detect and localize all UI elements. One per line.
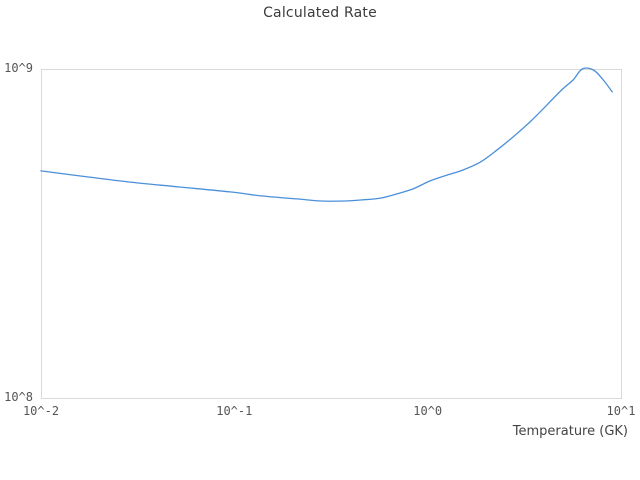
x-tick-label: 10^-2 (22, 404, 60, 418)
x-tick-label: 10^1 (606, 404, 636, 418)
y-tick-label: 10^9 (4, 61, 33, 75)
x-tick-label: 10^0 (413, 404, 443, 418)
chart-title: Calculated Rate (263, 5, 377, 21)
x-axis-title: Temperature (GK) (512, 424, 628, 439)
y-tick-label: 10^8 (4, 390, 33, 404)
plot-frame (41, 69, 622, 399)
x-tick-label: 10^-1 (216, 404, 253, 418)
